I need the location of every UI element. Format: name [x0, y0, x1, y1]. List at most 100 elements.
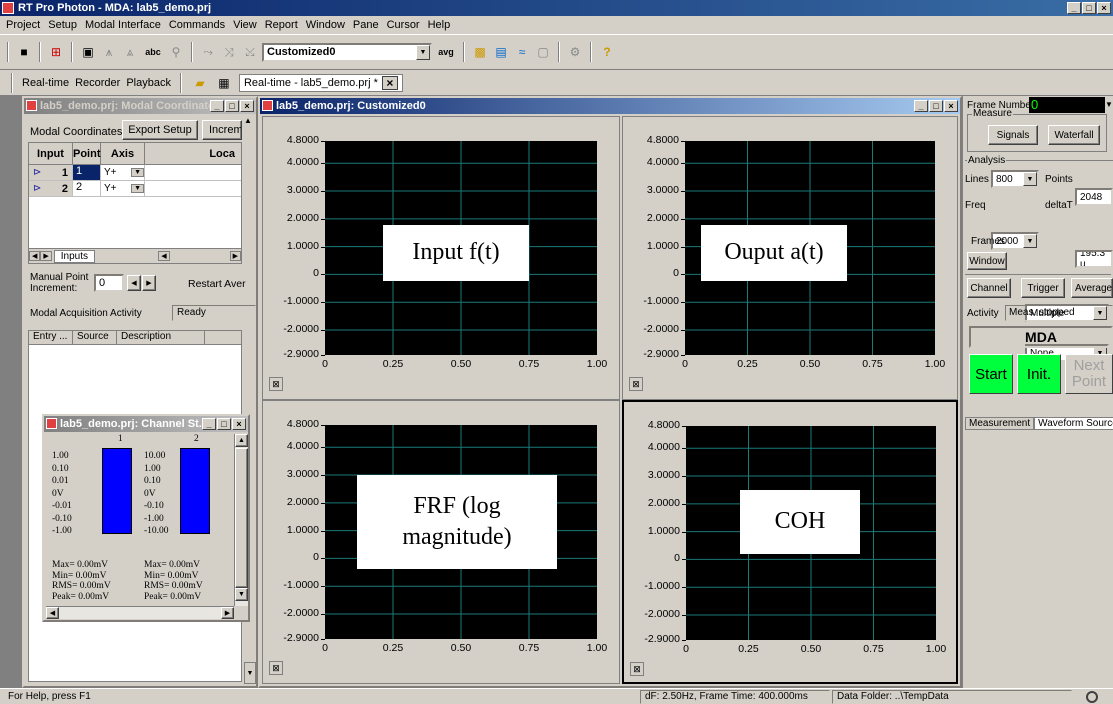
row-point[interactable]: 1	[73, 165, 101, 180]
column-header-location[interactable]: Loca	[209, 148, 235, 160]
tab-scroll-left-icon[interactable]: ◀	[29, 251, 41, 261]
increment-button[interactable]: Increm	[202, 120, 242, 140]
document-icon[interactable]: ▦	[218, 75, 230, 90]
menu-help[interactable]: Help	[427, 19, 451, 31]
vertical-scrollbar[interactable]: ▲ ▼	[234, 434, 248, 606]
export-setup-button[interactable]: Export Setup	[122, 120, 198, 140]
waterfall-button[interactable]: Waterfall	[1048, 125, 1100, 145]
document-tab[interactable]: Real-time - lab5_demo.prj * ×	[238, 73, 403, 92]
window-button[interactable]: Window	[967, 252, 1007, 270]
channel-button[interactable]: Channel	[967, 278, 1011, 298]
scroll-down-icon[interactable]: ▼	[235, 588, 248, 601]
minimize-button[interactable]: _	[210, 100, 224, 112]
setup-icon[interactable]: ⊞	[50, 45, 62, 59]
playback-button[interactable]: Playback	[126, 76, 171, 89]
init-button[interactable]: Init.	[1017, 354, 1061, 394]
increment-spinner[interactable]: ◀ ▶	[127, 275, 156, 291]
tab-inputs[interactable]: Inputs	[53, 249, 96, 263]
tab-measurement[interactable]: Measurement	[965, 417, 1035, 429]
plot-window-titlebar[interactable]: lab5_demo.prj: Customized0 _ □ ×	[260, 98, 960, 114]
column-header-axis[interactable]: Axis	[101, 143, 145, 164]
help-icon[interactable]: ?	[603, 45, 611, 59]
log-header-source[interactable]: Source	[73, 331, 117, 344]
menu-setup[interactable]: Setup	[48, 19, 77, 31]
start-button[interactable]: Start	[969, 354, 1013, 394]
export-icon[interactable]: ▤	[495, 45, 507, 59]
log-header-description[interactable]: Description	[117, 331, 205, 344]
structure-icon[interactable]: ⩚	[105, 44, 113, 59]
menu-report[interactable]: Report	[264, 19, 298, 31]
average-button[interactable]: Average	[1071, 278, 1113, 298]
chevron-down-icon[interactable]: ▼	[1023, 234, 1037, 248]
scroll-right-icon[interactable]: ▶	[221, 607, 234, 619]
wave-icon[interactable]: ≈	[518, 45, 526, 59]
next-point-button[interactable]: Next Point	[1065, 354, 1113, 394]
settings-icon[interactable]: ⚙	[569, 45, 581, 59]
plot-icon[interactable]: ▩	[474, 45, 486, 59]
plot-panel[interactable]: 4.8000 4.0000 3.0000 2.0000 1.0000 0 -1.0000 -2…	[622, 116, 958, 400]
vertical-scrollbar[interactable]: ▼	[244, 662, 256, 684]
lines-select[interactable]: 800 ▼	[991, 170, 1039, 188]
minimize-button[interactable]: _	[202, 418, 216, 430]
table-row[interactable]: ⊳ 2 2 Y+ ▼	[29, 181, 241, 197]
column-header-input[interactable]: Input	[29, 143, 73, 164]
minimize-button[interactable]: _	[914, 100, 928, 112]
report-icon[interactable]: ▢	[537, 45, 549, 59]
save-icon[interactable]: ■	[20, 45, 28, 59]
plot-options-icon[interactable]: ⊠	[630, 662, 644, 676]
frame-number-dropdown[interactable]: ▼	[1105, 100, 1113, 109]
curves-icon[interactable]: ⤨	[224, 44, 234, 59]
minimize-button[interactable]: _	[1067, 2, 1081, 14]
modal-coordinates-titlebar[interactable]: lab5_demo.prj: Modal Coordinates _ □ ×	[24, 98, 256, 114]
menu-pane[interactable]: Pane	[352, 19, 379, 31]
decrement-icon[interactable]: ◀	[127, 275, 141, 291]
plot-panel[interactable]: 4.8000 4.0000 3.0000 2.0000 1.0000 0 -1.0000 -2…	[262, 400, 620, 684]
maximize-button[interactable]: □	[1082, 2, 1096, 14]
maximize-button[interactable]: □	[929, 100, 943, 112]
close-button[interactable]: ×	[240, 100, 254, 112]
plot-options-icon[interactable]: ⊠	[629, 377, 643, 391]
increment-icon[interactable]: ▶	[142, 275, 156, 291]
trigger-button[interactable]: Trigger	[1021, 278, 1065, 298]
zoom-icon[interactable]: ⚲	[171, 45, 181, 59]
close-button[interactable]: ×	[232, 418, 246, 430]
menu-commands[interactable]: Commands	[168, 19, 226, 31]
signals-button[interactable]: Signals	[988, 125, 1038, 145]
plot-panel[interactable]: 4.8000 4.0000 3.0000 2.0000 1.0000 0 -1.0000 -2…	[262, 116, 620, 400]
channel-status-titlebar[interactable]: lab5_demo.prj: Channel St... _ □ ×	[44, 416, 248, 432]
chevron-down-icon[interactable]: ▼	[416, 44, 430, 60]
menu-window[interactable]: Window	[305, 19, 345, 31]
deltat-select[interactable]: 195.3 u	[1075, 250, 1113, 268]
chevron-down-icon[interactable]: ▼	[1023, 172, 1037, 186]
open-folder-icon[interactable]: ▰	[195, 75, 205, 90]
avg-icon[interactable]: avg	[438, 47, 454, 57]
close-tab-icon[interactable]: ×	[381, 75, 398, 90]
horizontal-scrollbar[interactable]: ◀ ▶	[46, 606, 234, 619]
scroll-up-icon[interactable]: ▲	[235, 434, 248, 447]
menu-cursor[interactable]: Cursor	[386, 19, 420, 31]
maximize-button[interactable]: □	[217, 418, 231, 430]
scroll-up-icon[interactable]: ▲	[244, 116, 252, 125]
scroll-right-icon[interactable]: ▶	[229, 251, 241, 261]
tab-scroll-right-icon[interactable]: ▶	[40, 251, 52, 261]
menu-project[interactable]: Project	[6, 19, 41, 31]
plot-options-icon[interactable]: ⊠	[269, 377, 283, 391]
maximize-button[interactable]: □	[225, 100, 239, 112]
curve-icon[interactable]: ⤳	[203, 44, 213, 59]
geometry-icon[interactable]: ⩓	[126, 44, 134, 59]
plot-options-icon[interactable]: ⊠	[269, 661, 283, 675]
scroll-left-icon[interactable]: ◀	[46, 607, 59, 619]
properties-icon[interactable]: ▣	[82, 45, 94, 59]
freq-select[interactable]: 2000 ▼	[991, 232, 1039, 250]
log-header-entry[interactable]: Entry ...	[29, 331, 73, 344]
menu-view[interactable]: View	[233, 19, 257, 31]
recorder-button[interactable]: Recorder	[75, 76, 121, 89]
close-button[interactable]: ×	[1097, 2, 1111, 14]
menu-modal-interface[interactable]: Modal Interface	[85, 19, 161, 31]
layout-combo[interactable]: Customized0 ▼	[262, 42, 432, 62]
scroll-left-icon[interactable]: ◀	[158, 251, 170, 261]
points-select[interactable]: 2048	[1075, 188, 1113, 206]
manual-increment-input[interactable]: 0	[94, 274, 124, 292]
close-button[interactable]: ×	[944, 100, 958, 112]
plot-panel[interactable]: 4.8000 4.0000 3.0000 2.0000 1.0000 0 -1.0000 -2…	[622, 400, 958, 684]
